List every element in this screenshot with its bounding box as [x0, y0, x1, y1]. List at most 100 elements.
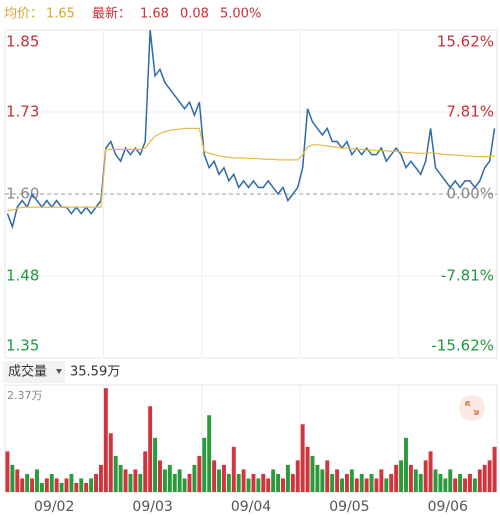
volume-bar	[25, 473, 30, 492]
volume-bar	[123, 469, 128, 492]
volume-frame	[4, 384, 498, 493]
volume-bar	[10, 464, 15, 492]
volume-bar	[128, 473, 133, 492]
volume-bar	[74, 482, 79, 492]
volume-bar	[487, 460, 492, 492]
volume-bar	[236, 473, 241, 492]
volume-bar	[256, 478, 261, 492]
volume-bar	[285, 464, 290, 492]
y2-tick-label: -15.62%	[431, 337, 494, 355]
y2-tick-label: 15.62%	[437, 33, 494, 51]
volume-bar	[207, 415, 212, 492]
volume-bar	[404, 437, 408, 492]
y-tick-label: 1.85	[6, 33, 39, 51]
volume-bar	[335, 469, 340, 492]
volume-bar	[20, 478, 25, 492]
volume-bar	[148, 406, 153, 492]
volume-bar	[84, 482, 89, 492]
expand-icon[interactable]	[465, 401, 479, 415]
volume-bar	[192, 464, 197, 492]
y2-tick-label: 7.81%	[446, 103, 494, 121]
volume-bar	[438, 473, 443, 492]
volume-bar	[354, 478, 359, 492]
volume-label[interactable]: 成交量	[8, 364, 47, 380]
x-tick-label: 09/03	[132, 499, 172, 515]
volume-bar	[433, 469, 438, 492]
volume-bar	[5, 451, 10, 492]
volume-bar	[212, 460, 217, 492]
volume-bar	[492, 446, 497, 492]
volume-bar	[64, 478, 69, 492]
volume-bar	[276, 473, 281, 492]
volume-summary: 35.59万	[70, 365, 120, 380]
volume-bar	[108, 433, 113, 492]
volume-bar	[118, 464, 123, 492]
y-tick-label: 1.48	[6, 267, 39, 285]
volume-bar	[15, 469, 20, 492]
volume-bar	[458, 473, 463, 492]
x-tick-label: 09/02	[34, 499, 74, 515]
volume-bar	[315, 464, 320, 492]
volume-bar	[364, 478, 369, 492]
volume-bar	[221, 464, 226, 492]
y-tick-label: 2.37万	[7, 389, 43, 402]
volume-bar	[143, 451, 148, 492]
volume-bar	[344, 473, 349, 492]
volume-bar	[290, 473, 295, 492]
volume-bar	[266, 478, 271, 492]
volume-bar	[162, 469, 167, 492]
volume-bar	[167, 464, 172, 492]
volume-bar	[305, 446, 310, 492]
volume-bar	[197, 455, 202, 492]
volume-bar	[413, 469, 418, 492]
last-value: 1.68	[140, 7, 169, 22]
volume-bar	[349, 469, 354, 492]
volume-bar	[384, 478, 389, 492]
volume-bar	[428, 451, 433, 492]
y2-tick-label: -7.81%	[441, 267, 494, 285]
expand-button[interactable]	[459, 395, 485, 421]
volume-bar	[399, 460, 404, 492]
volume-bar	[39, 482, 44, 492]
volume-bar	[113, 455, 118, 492]
volume-bar	[271, 469, 276, 492]
y-tick-label: 1.35	[6, 337, 39, 355]
volume-bar	[394, 464, 399, 492]
dropdown-arrow[interactable]	[56, 369, 62, 374]
volume-bar	[35, 469, 39, 492]
volume-bar	[463, 478, 467, 492]
volume-bar	[482, 464, 487, 492]
volume-bar	[418, 473, 423, 492]
y-tick-label: 1.60	[6, 185, 39, 203]
x-tick-label: 09/05	[329, 499, 369, 515]
volume-bar	[472, 478, 477, 492]
volume-bar	[467, 473, 472, 492]
volume-bar	[241, 469, 246, 492]
volume-bar	[89, 478, 94, 492]
volume-bar	[133, 469, 138, 492]
price-line	[6, 29, 496, 230]
volume-bar	[246, 478, 251, 492]
volume-bar	[477, 469, 482, 492]
volume-bar	[202, 437, 207, 492]
volume-bar	[94, 473, 98, 492]
volume-bar	[443, 478, 448, 492]
volume-bar	[231, 446, 236, 492]
volume-bar	[69, 473, 74, 492]
volume-selector[interactable]	[3, 361, 65, 383]
volume-bar	[103, 388, 108, 492]
volume-bar	[453, 478, 458, 492]
volume-bar	[187, 473, 192, 492]
x-tick-label: 09/06	[428, 499, 468, 515]
volume-bar	[98, 464, 103, 492]
x-tick-label: 09/04	[231, 499, 271, 515]
volume-bar	[379, 469, 384, 492]
volume-bar	[448, 469, 453, 492]
volume-bar	[261, 473, 266, 492]
volume-bar	[44, 478, 49, 492]
volume-bar	[251, 473, 256, 492]
volume-bar	[172, 473, 177, 492]
volume-bar	[310, 455, 315, 492]
